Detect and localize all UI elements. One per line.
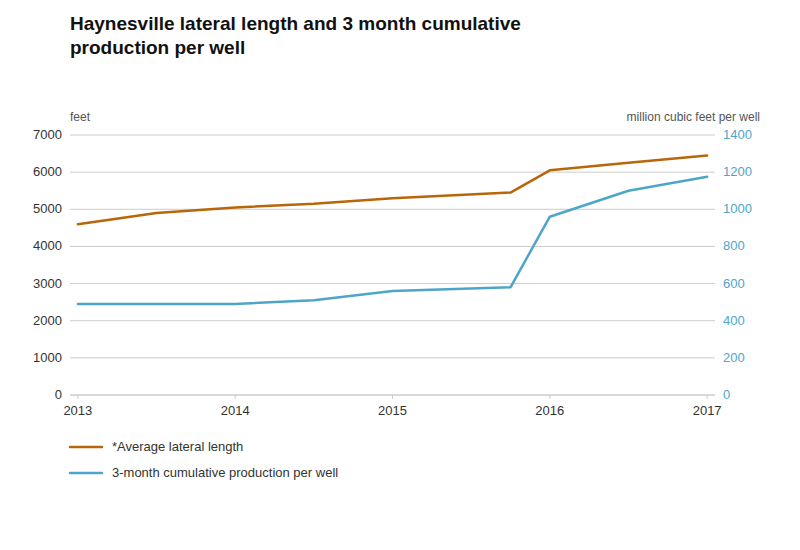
- x-tick-label: 2013: [63, 403, 92, 418]
- title-line: production per well: [70, 37, 245, 58]
- chart: Haynesville lateral length and 3 month c…: [0, 0, 800, 550]
- x-tick-label: 2015: [378, 403, 407, 418]
- x-tick: [77, 395, 78, 399]
- y2-tick-label: 400: [723, 313, 745, 328]
- lines: [78, 155, 707, 304]
- x-tick-label: 2014: [221, 403, 250, 418]
- y-tick-label: 5000: [33, 201, 62, 216]
- y2-tick-label: 0: [723, 387, 730, 402]
- grid-line: [70, 246, 715, 247]
- grid-line: [70, 357, 715, 358]
- grid: [70, 135, 715, 395]
- series-line: [78, 177, 707, 304]
- x-tick-label: 2016: [535, 403, 564, 418]
- x-tick: [549, 395, 550, 399]
- grid-line: [70, 172, 715, 173]
- y-axis-label: feet: [70, 110, 91, 124]
- chart-container: Haynesville lateral length and 3 month c…: [0, 0, 800, 550]
- grid-line: [70, 209, 715, 210]
- legend-label: *Average lateral length: [112, 439, 243, 454]
- y-tick-label: 7000: [33, 127, 62, 142]
- series-line: [78, 155, 707, 224]
- y-tick-label: 6000: [33, 164, 62, 179]
- y2-axis-label: million cubic feet per well: [627, 110, 760, 124]
- legend-label: 3-month cumulative production per well: [112, 465, 338, 480]
- y2-tick-label: 1000: [723, 201, 752, 216]
- y-tick-label: 3000: [33, 276, 62, 291]
- x-tick-label: 2017: [693, 403, 722, 418]
- y2-tick-label: 200: [723, 350, 745, 365]
- legend-swatch: [70, 472, 102, 475]
- y2-tick-label: 600: [723, 276, 745, 291]
- background: [0, 0, 800, 550]
- title: Haynesville lateral length and 3 month c…: [70, 13, 521, 58]
- grid-line: [70, 135, 715, 136]
- y2-tick-label: 800: [723, 238, 745, 253]
- x-tick: [392, 395, 393, 399]
- x-tick: [707, 395, 708, 399]
- title-line: Haynesville lateral length and 3 month c…: [70, 13, 521, 34]
- y2-tick-label: 1400: [723, 127, 752, 142]
- y-tick-label: 4000: [33, 238, 62, 253]
- grid-line: [70, 283, 715, 284]
- y-tick-label: 2000: [33, 313, 62, 328]
- legend: *Average lateral length 3-month cumulativ…: [70, 439, 338, 480]
- y-tick-label: 1000: [33, 350, 62, 365]
- legend-swatch: [70, 446, 102, 449]
- grid-line: [70, 320, 715, 321]
- x-tick: [235, 395, 236, 399]
- y-tick-label: 0: [55, 387, 62, 402]
- y2-tick-label: 1200: [723, 164, 752, 179]
